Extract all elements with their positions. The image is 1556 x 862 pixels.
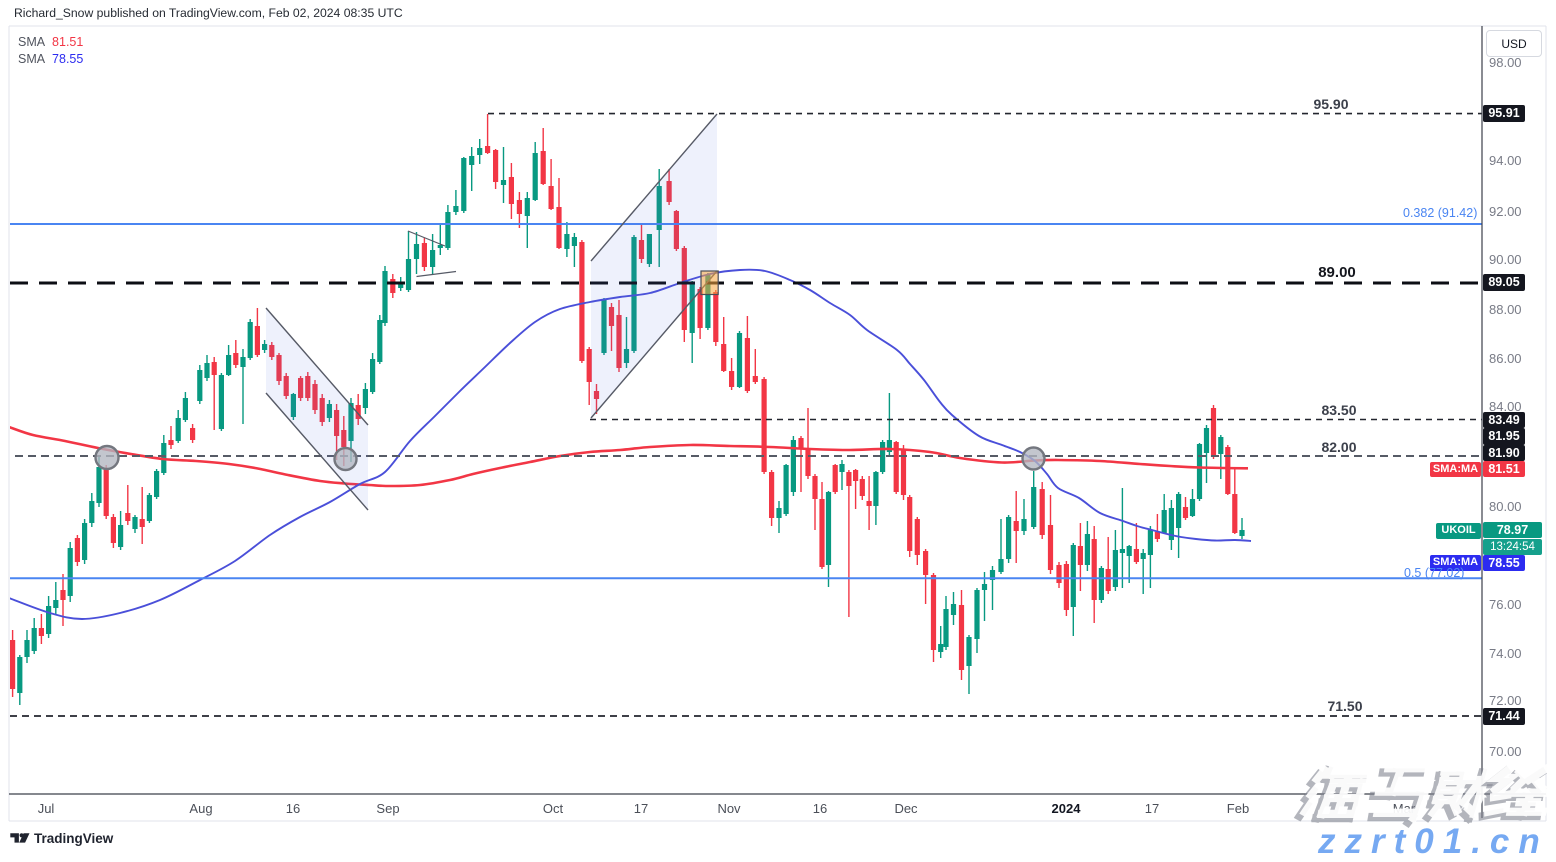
svg-text:TradingView: TradingView	[34, 832, 114, 846]
